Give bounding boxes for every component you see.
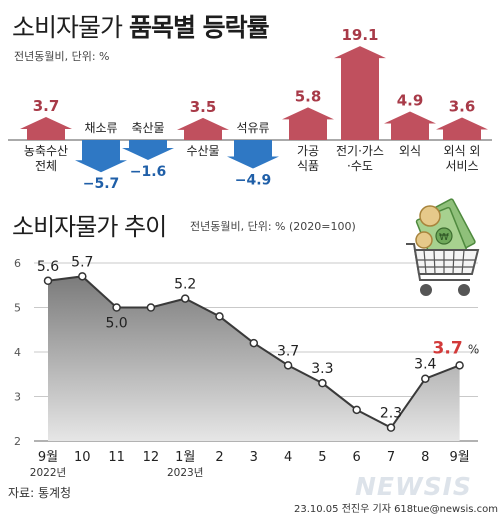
data-point <box>43 276 53 286</box>
category-bar <box>384 111 436 140</box>
x-year-label: 2023년 <box>167 467 203 479</box>
data-point <box>455 361 464 370</box>
x-tick-label: 6 <box>353 450 361 465</box>
y-tick-label: 4 <box>14 346 21 359</box>
area-fill <box>48 276 460 441</box>
category-bar <box>177 117 229 140</box>
category-label: 서비스 <box>445 159 478 173</box>
y-tick-label: 2 <box>14 435 21 448</box>
unit-label-trend: 전년동월비, 단위: % (2020=100) <box>190 220 356 233</box>
category-label: 전체 <box>35 159 57 173</box>
y-tick-label: 6 <box>14 257 21 270</box>
point-value-label: 5.7 <box>71 254 93 270</box>
title-bold: 품목별 등락률 <box>128 13 270 42</box>
highlight-unit: % <box>468 342 479 356</box>
bar-value-label: 3.6 <box>449 97 476 115</box>
data-point <box>283 361 293 370</box>
bar-value-label: 5.8 <box>295 87 322 105</box>
x-tick-label: 9월 <box>449 450 469 465</box>
category-label: 채소류 <box>84 121 117 135</box>
bar-value-label: 4.9 <box>397 91 424 109</box>
point-value-label: 5.2 <box>174 277 196 293</box>
bar-value-label: −1.6 <box>130 164 167 180</box>
x-tick-label: 8 <box>421 450 429 465</box>
data-point <box>249 338 259 348</box>
data-point <box>78 272 87 281</box>
y-tick-label: 5 <box>14 302 21 315</box>
category-label: 석유류 <box>236 121 269 135</box>
svg-text:₩: ₩ <box>439 232 449 243</box>
x-year-label: 2022년 <box>30 467 66 479</box>
coin-icon <box>415 205 441 249</box>
x-tick-label: 7 <box>387 450 395 465</box>
category-label: 식품 <box>297 159 319 173</box>
newsis-logo: NEWSIS <box>355 472 472 501</box>
category-bar <box>282 107 334 140</box>
y-tick-label: 3 <box>14 391 21 404</box>
shopping-cart-icon <box>406 243 480 296</box>
category-bar <box>20 116 72 140</box>
bar-value-label: −4.9 <box>235 173 272 189</box>
category-bar <box>334 46 386 140</box>
data-point <box>146 303 156 312</box>
shopping-cart-illustration: ₩ <box>406 198 480 296</box>
point-value-label: 2.3 <box>380 406 402 422</box>
x-tick-label: 10 <box>74 450 91 465</box>
category-label: 가공 <box>297 144 319 158</box>
point-value-label: 5.6 <box>37 259 59 275</box>
title-plain: 소비자물가 <box>12 13 123 42</box>
point-value-label: 3.4 <box>414 357 436 373</box>
bar-value-label: 19.1 <box>341 26 378 44</box>
x-tick-label: 5 <box>318 450 326 465</box>
category-bar <box>75 140 127 173</box>
page-title: 소비자물가 품목별 등락률 <box>12 8 270 44</box>
category-label: 수산물 <box>186 144 219 158</box>
x-tick-label: 11 <box>108 450 125 465</box>
data-point <box>112 303 121 312</box>
credit-line: 23.10.05 전진우 기자 618tue@newsis.com <box>294 504 498 515</box>
category-bar <box>436 117 488 140</box>
bar-value-label: 3.5 <box>190 98 217 116</box>
category-label: 전기·가스 <box>336 144 384 158</box>
category-bar <box>227 140 279 169</box>
point-value-label: 5.0 <box>105 316 127 332</box>
x-tick-label: 1월 <box>175 450 195 465</box>
category-label: 외식 <box>399 144 421 158</box>
source-note: 자료: 통계청 <box>8 486 72 500</box>
x-tick-label: 9월 <box>38 450 58 465</box>
x-tick-label: 2 <box>215 450 223 465</box>
data-point <box>215 312 224 321</box>
x-tick-label: 12 <box>143 450 160 465</box>
point-value-label: 3.3 <box>311 361 333 377</box>
data-point <box>318 378 327 388</box>
x-tick-label: 4 <box>284 450 292 465</box>
category-label: ·수도 <box>347 159 373 173</box>
category-bar <box>122 140 174 160</box>
unit-label-top: 전년동월비, 단위: % <box>14 50 110 63</box>
trend-title: 소비자물가 추이 <box>12 213 167 241</box>
data-point <box>421 374 430 383</box>
bar-value-label: 3.7 <box>33 97 60 115</box>
highlight-value-label: 3.7 <box>433 338 463 358</box>
bar-value-label: −5.7 <box>83 176 120 192</box>
point-value-label: 3.7 <box>277 343 299 359</box>
category-label: 농축수산 <box>24 144 68 158</box>
data-point <box>352 405 361 415</box>
x-tick-label: 3 <box>250 450 258 465</box>
data-point <box>386 423 396 432</box>
category-label: 외식 외 <box>444 144 481 158</box>
category-label: 축산물 <box>131 121 164 135</box>
data-point <box>180 294 190 303</box>
